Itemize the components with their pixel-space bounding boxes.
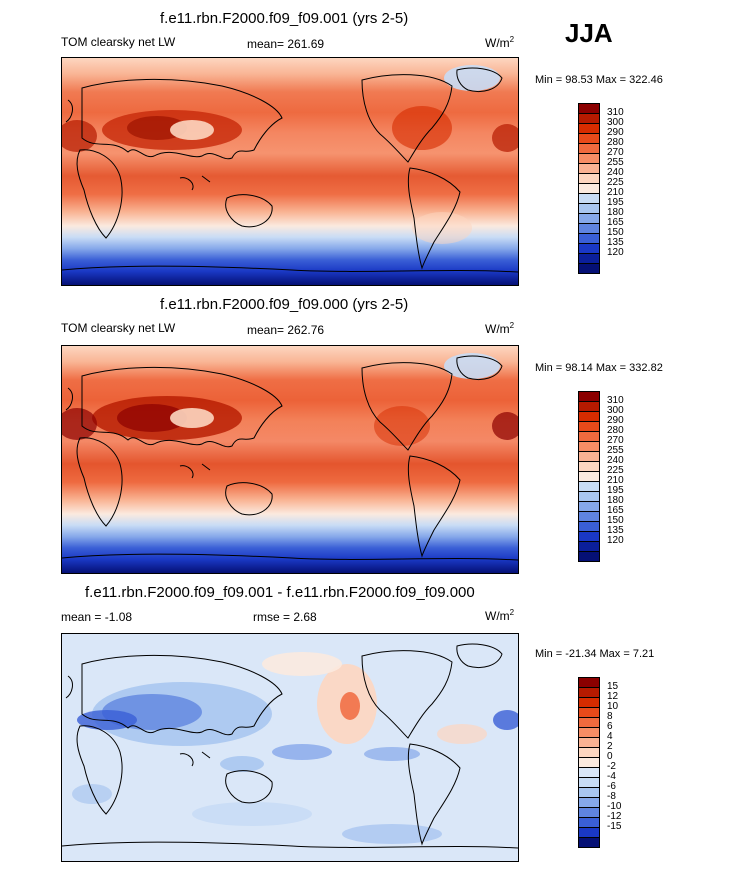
panel-3-field [62, 634, 518, 861]
cb1-tick-label: 300 [607, 117, 624, 128]
cb1-tick-label: 225 [607, 177, 624, 188]
cb3-tick-label: 10 [607, 701, 619, 712]
cb3-tick-label: 4 [607, 731, 613, 742]
panel-2-title: f.e11.rbn.F2000.f09_f09.000 (yrs 2-5) [160, 296, 409, 313]
cb3-tick-label: -6 [607, 781, 616, 792]
cb2-tick-label: 150 [607, 515, 624, 526]
cb2-tick-label: 180 [607, 495, 624, 506]
cb1-swatch [578, 263, 600, 274]
cb3-tick-label: -12 [607, 811, 622, 822]
panel-3-title: f.e11.rbn.F2000.f09_f09.001 - f.e11.rbn.… [85, 584, 475, 601]
panel-3-colorbar: 15 12 10 8 6 4 2 0 -2 -4 -6 -8 -10 -12 -… [578, 677, 638, 857]
cb3-tick-label: 8 [607, 711, 613, 722]
cb2-tick-label: 300 [607, 405, 624, 416]
cb2-tick-label: 310 [607, 395, 624, 406]
panel-1-minmax: Min = 98.53 Max = 322.46 [535, 74, 663, 86]
panel-1-map [61, 57, 519, 286]
season-label: JJA [565, 18, 613, 48]
cb2-tick-label: 195 [607, 485, 624, 496]
cb3-swatch [578, 837, 600, 848]
cb3-tick-label: 0 [607, 751, 613, 762]
cb1-tick-label: 120 [607, 247, 624, 258]
cb1-tick-label: 290 [607, 127, 624, 138]
cb3-tick-label: -15 [607, 821, 622, 832]
cb2-tick-label: 225 [607, 465, 624, 476]
cb1-tick-label: 270 [607, 147, 624, 158]
cb2-tick-label: 210 [607, 475, 624, 486]
panel-3-units: W/m2 [485, 608, 515, 623]
cb2-tick-label: 280 [607, 425, 624, 436]
cb1-tick-label: 150 [607, 227, 624, 238]
cb1-tick-label: 255 [607, 157, 624, 168]
cb3-tick-label: -2 [607, 761, 616, 772]
cb1-tick-label: 240 [607, 167, 624, 178]
cb1-tick-label: 180 [607, 207, 624, 218]
panel-1-colorbar: 310 300 290 280 270 255 240 225 210 195 … [578, 103, 638, 283]
cb1-tick-label: 195 [607, 197, 624, 208]
panel-3-minmax: Min = -21.34 Max = 7.21 [535, 648, 655, 660]
cb2-tick-label: 135 [607, 525, 624, 536]
cb3-tick-label: 12 [607, 691, 619, 702]
cb3-tick-label: -4 [607, 771, 616, 782]
cb2-tick-label: 120 [607, 535, 624, 546]
cb3-tick-label: 15 [607, 681, 619, 692]
cb2-tick-label: 255 [607, 445, 624, 456]
cb2-tick-label: 290 [607, 415, 624, 426]
panel-1-mean: mean= 261.69 [247, 37, 325, 51]
cb1-tick-label: 210 [607, 187, 624, 198]
panel-3-rmse: rmse = 2.68 [253, 610, 317, 624]
panel-1-variable: TOM clearsky net LW [61, 35, 176, 49]
cb1-tick-label: 280 [607, 137, 624, 148]
panel-2-colorbar: 310 300 290 280 270 255 240 225 210 195 … [578, 391, 638, 571]
cb2-swatch [578, 551, 600, 562]
cb1-tick-label: 310 [607, 107, 624, 118]
panel-3-mean: mean = -1.08 [61, 610, 133, 624]
cb2-tick-label: 270 [607, 435, 624, 446]
cb3-tick-label: 2 [607, 741, 613, 752]
cb2-tick-label: 165 [607, 505, 624, 516]
cb1-tick-label: 135 [607, 237, 624, 248]
cb3-tick-label: 6 [607, 721, 613, 732]
panel-1-title: f.e11.rbn.F2000.f09_f09.001 (yrs 2-5) [160, 10, 409, 27]
panel-3-map [61, 633, 519, 862]
panel-2-field [62, 346, 518, 573]
panel-2-minmax: Min = 98.14 Max = 332.82 [535, 362, 663, 374]
panel-1-field [62, 58, 518, 285]
cb3-tick-label: -8 [607, 791, 616, 802]
cb2-tick-label: 240 [607, 455, 624, 466]
panel-1-units: W/m2 [485, 35, 515, 50]
cb3-tick-label: -10 [607, 801, 622, 812]
panel-2-map [61, 345, 519, 574]
panel-2-variable: TOM clearsky net LW [61, 321, 176, 335]
cb1-tick-label: 165 [607, 217, 624, 228]
panel-2-units: W/m2 [485, 321, 515, 336]
panel-2-mean: mean= 262.76 [247, 323, 325, 337]
